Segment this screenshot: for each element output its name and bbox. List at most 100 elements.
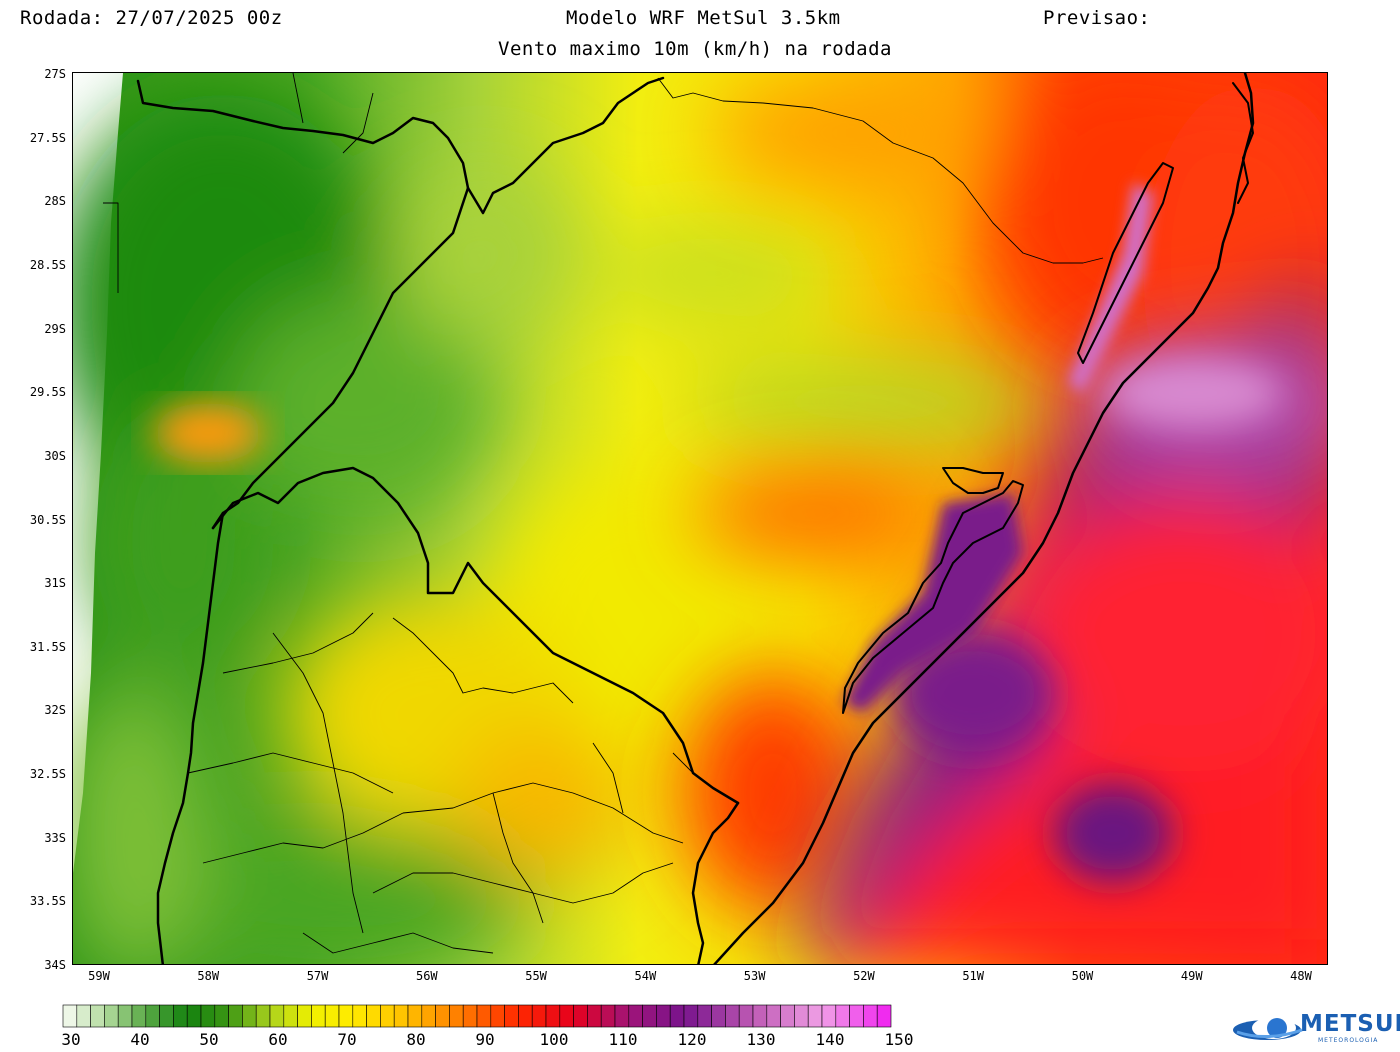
colorbar-swatch: [269, 1004, 285, 1028]
wind-map: [72, 72, 1328, 965]
lat-label: 33S: [44, 830, 66, 845]
colorbar-label: 50: [199, 1030, 219, 1049]
lat-label: 32.5S: [29, 767, 66, 782]
colorbar-swatch: [462, 1004, 478, 1028]
colorbar-swatch: [173, 1004, 188, 1028]
colorbar-swatch: [297, 1004, 312, 1028]
map-subtitle: Vento maximo 10m (km/h) na rodada: [498, 38, 892, 60]
lon-label: 58W: [197, 969, 220, 983]
colorbar-label: 60: [268, 1030, 288, 1049]
colorbar-swatch: [614, 1004, 630, 1028]
colorbar-label: 80: [406, 1030, 426, 1049]
colorbar-swatch: [283, 1004, 298, 1028]
lon-label: 54W: [634, 969, 657, 983]
colorbar-swatch: [628, 1004, 643, 1028]
colorbar-swatch: [186, 1004, 202, 1028]
colorbar-swatch: [159, 1004, 174, 1028]
lon-label: 57W: [306, 969, 329, 983]
colorbar-swatch: [807, 1004, 823, 1028]
logo-name: METSUL: [1300, 1011, 1400, 1037]
colorbar-swatch: [587, 1004, 602, 1028]
lon-label: 51W: [962, 969, 985, 983]
colorbar-swatch: [697, 1004, 712, 1028]
colorbar-label: 130: [746, 1030, 776, 1049]
colorbar-swatch: [421, 1004, 436, 1028]
colorbar-label: 110: [608, 1030, 638, 1049]
colorbar-swatch: [531, 1004, 547, 1028]
colorbar-swatch: [642, 1004, 657, 1028]
colorbar-label: 140: [815, 1030, 845, 1049]
colorbar-swatch: [794, 1004, 809, 1028]
colorbar-swatch: [393, 1004, 409, 1028]
colorbar-label: 100: [539, 1030, 569, 1049]
lon-label: 50W: [1071, 969, 1094, 983]
lat-label: 30.5S: [29, 512, 66, 527]
lon-label: 52W: [853, 969, 875, 983]
colorbar-swatch: [738, 1004, 754, 1028]
colorbar-swatch: [131, 1004, 147, 1028]
colorbar-swatch: [90, 1004, 105, 1028]
lat-label: 28S: [44, 194, 66, 209]
colorbar-swatch: [255, 1004, 271, 1028]
colorbar-swatch: [573, 1004, 588, 1028]
colorbar-swatch: [725, 1004, 740, 1028]
forecast-label: Previsao:: [1043, 7, 1151, 29]
colorbar-swatch: [780, 1004, 795, 1028]
colorbar-swatch: [656, 1004, 671, 1028]
lat-label: 32S: [44, 703, 66, 718]
colorbar-swatch: [228, 1004, 243, 1028]
colorbar-swatch: [752, 1004, 768, 1028]
lat-label: 31S: [44, 576, 66, 591]
colorbar-swatch: [518, 1004, 533, 1028]
colorbar-swatch: [117, 1004, 133, 1028]
lon-label: 49W: [1180, 969, 1203, 983]
colorbar-label: 30: [61, 1030, 81, 1049]
colorbar-swatch: [876, 1004, 892, 1028]
colorbar-swatch: [435, 1004, 450, 1028]
colorbar-swatch: [821, 1004, 837, 1028]
lon-label: 53W: [743, 969, 766, 983]
colorbar-swatch: [311, 1004, 326, 1028]
colorbar-label: 70: [337, 1030, 357, 1049]
lon-label: 56W: [415, 969, 438, 983]
colorbar-swatch: [545, 1004, 561, 1028]
colorbar-swatch: [380, 1004, 395, 1028]
colorbar-swatch: [324, 1004, 340, 1028]
colorbar-swatch: [145, 1004, 160, 1028]
colorbar-swatch: [863, 1004, 878, 1028]
colorbar-swatch: [711, 1004, 726, 1028]
colorbar-swatch: [338, 1004, 354, 1028]
lat-label: 29S: [44, 321, 66, 336]
colorbar-swatch: [76, 1004, 91, 1028]
colorbar-swatch: [366, 1004, 381, 1028]
lat-label: 27S: [44, 67, 66, 81]
logo-tagline: METEOROLOGIA: [1318, 1037, 1379, 1044]
model-title: Modelo WRF MetSul 3.5km: [566, 7, 841, 29]
colorbar-label: 120: [677, 1030, 707, 1049]
colorbar-swatch: [449, 1004, 464, 1028]
colorbar-swatch: [766, 1004, 781, 1028]
colorbar-swatch: [476, 1004, 492, 1028]
colorbar: [62, 1004, 892, 1028]
lat-label: 34S: [44, 958, 66, 972]
lat-label: 27.5S: [29, 130, 66, 145]
colorbar-swatch: [214, 1004, 229, 1028]
lat-label: 30S: [44, 448, 66, 463]
colorbar-label: 150: [884, 1030, 914, 1049]
colorbar-swatch: [504, 1004, 519, 1028]
colorbar-swatch: [104, 1004, 119, 1028]
colorbar-label: 40: [130, 1030, 150, 1049]
colorbar-swatch: [849, 1004, 864, 1028]
colorbar-swatch: [600, 1004, 616, 1028]
metsul-logo: [1233, 1017, 1303, 1040]
colorbar-swatch: [352, 1004, 367, 1028]
colorbar-swatch: [490, 1004, 505, 1028]
lon-label: 55W: [525, 969, 547, 983]
lon-label: 59W: [88, 969, 110, 983]
wind-field: [73, 73, 1327, 964]
lat-label: 28.5S: [29, 257, 66, 272]
colorbar-swatch: [407, 1004, 423, 1028]
lat-label: 31.5S: [29, 639, 66, 654]
colorbar-swatch: [669, 1004, 685, 1028]
colorbar-swatch: [559, 1004, 574, 1028]
